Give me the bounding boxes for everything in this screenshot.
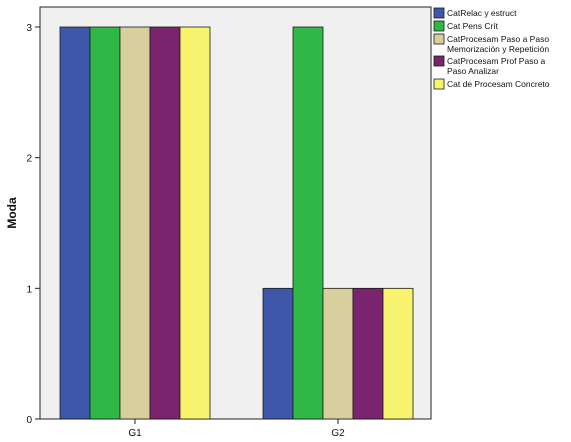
legend-swatch [433,7,445,19]
legend-label: CatProcesam Prof Paso a Paso Analizar [447,56,546,76]
x-tick-label: G2 [331,428,345,437]
y-axis-label: Moda [5,197,19,229]
bar-g2-series-3 [322,287,354,420]
legend-item: CatRelac y estruct [433,7,517,19]
bar-g2-series-1 [262,287,294,420]
legend-swatch [433,78,445,90]
legend-label: CatProcesam Paso a Paso Memorización y Re… [447,34,549,54]
bar-g1-series-1 [59,26,91,420]
y-tick-label: 1 [26,284,32,295]
legend-item: Cat Pens Crít [433,20,499,32]
bar-g1-series-5 [179,26,211,420]
bars [59,26,414,420]
legend: CatRelac y estruct Cat Pens Crít CatProces… [433,7,550,90]
x-axis: G1 G2 [128,419,345,439]
legend-label: CatRelac y estruct [447,8,517,18]
legend-label: Cat de Procesam Concreto [447,79,550,89]
legend-swatch [433,33,445,45]
y-tick-label: 2 [26,154,32,165]
bar-g2-series-4 [352,287,384,420]
legend-item: CatProcesam Prof Paso a Paso Analizar [433,55,546,76]
y-tick-label: 3 [26,23,32,34]
bar-g2-series-5 [382,287,414,420]
legend-item: CatProcesam Paso a Paso Memorización y Re… [433,33,549,54]
bar-g2-series-2 [292,26,324,420]
bar-g1-series-4 [149,26,181,420]
legend-swatch [433,20,445,32]
bar-g1-series-2 [89,26,121,420]
bar-g1-series-3 [119,26,151,420]
x-tick-label: G1 [128,428,142,437]
legend-item: Cat de Procesam Concreto [433,78,550,90]
y-axis: 0 1 2 3 [26,23,40,426]
y-tick-label: 0 [26,415,32,426]
legend-swatch [433,55,445,67]
legend-label: Cat Pens Crít [447,21,499,31]
